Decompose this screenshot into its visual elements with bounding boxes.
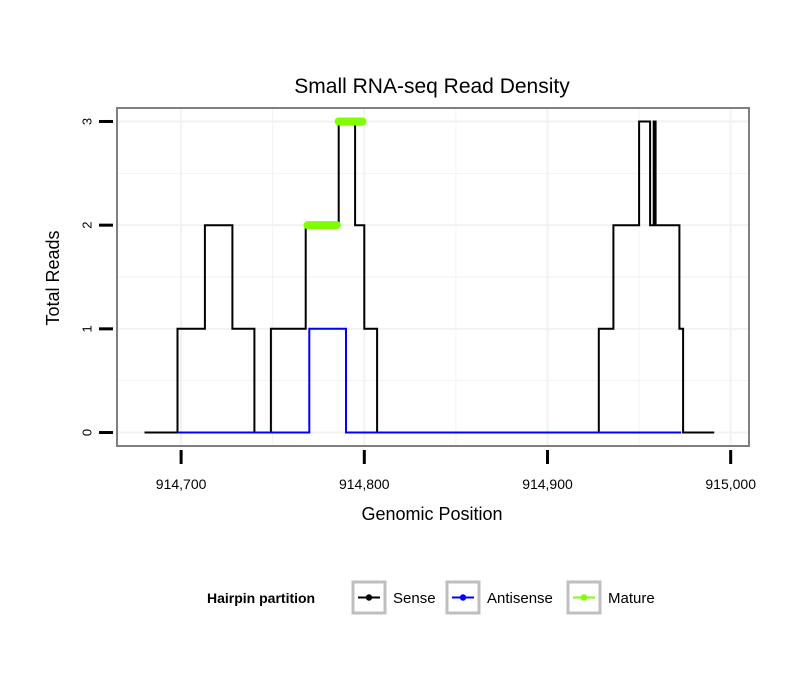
legend-entry-antisense: Antisense: [445, 580, 553, 615]
y-tick-label: 1: [80, 325, 95, 332]
y-axis-title: Total Reads: [43, 230, 63, 325]
legend-label: Mature: [608, 590, 655, 607]
legend-entry-mature: Mature: [566, 580, 655, 615]
legend-entries: Sense Antisense Mature: [351, 580, 655, 615]
x-tick-label: 915,000: [705, 476, 756, 492]
y-tick-label: 3: [80, 118, 95, 125]
legend: Hairpin partition Sense Antisense Mature: [207, 580, 655, 615]
y-tick-label: 0: [80, 429, 95, 436]
x-tick-label: 914,800: [339, 476, 390, 492]
legend-label: Antisense: [487, 590, 553, 607]
chart-title: Small RNA-seq Read Density: [294, 75, 570, 98]
legend-key-point: [580, 594, 588, 601]
legend-title: Hairpin partition: [207, 590, 315, 606]
legend-key-point: [365, 594, 373, 601]
axes: 0 1 2 3 914,700 914,800 914,900 915,000: [80, 118, 757, 492]
x-axis-title: Genomic Position: [361, 504, 502, 524]
y-tick-label: 2: [80, 222, 95, 229]
x-tick-label: 914,700: [156, 476, 207, 492]
legend-label: Sense: [393, 590, 436, 607]
series-layer: [144, 117, 715, 434]
series-sense-line: [144, 120, 715, 434]
series-antisense-line: [177, 327, 682, 434]
panel-border: [116, 107, 750, 447]
x-tick-label: 914,900: [522, 476, 573, 492]
legend-entry-sense: Sense: [351, 580, 436, 615]
legend-key-point: [459, 594, 467, 601]
